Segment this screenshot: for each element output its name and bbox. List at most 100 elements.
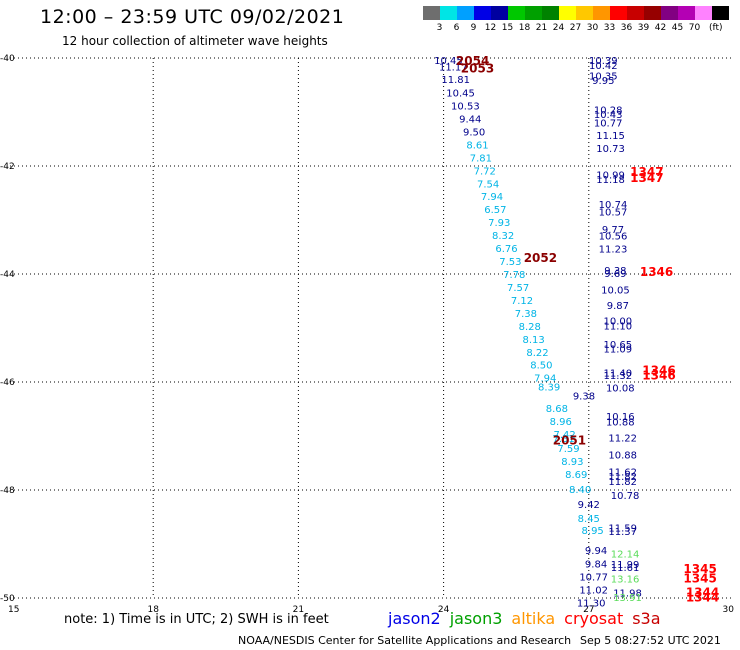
- wave-height-label: 7.57: [507, 283, 529, 294]
- wave-height-label: 9.44: [459, 114, 481, 125]
- colorbar-tick-label: 39: [637, 23, 650, 33]
- wave-height-label: 10.99: [596, 171, 625, 182]
- chart-subtitle: 12 hour collection of altimeter wave hei…: [62, 34, 328, 48]
- pass-id-label: 2053: [461, 61, 494, 75]
- pass-id-label: 1346: [642, 369, 675, 383]
- legend-cryosat: cryosat: [564, 609, 624, 628]
- footer-credit: NOAA/NESDIS Center for Satellite Applica…: [238, 634, 572, 647]
- wave-height-label: 11.22: [608, 434, 637, 445]
- wave-height-label: 7.93: [488, 218, 510, 229]
- wave-height-label: 11.18: [596, 175, 625, 186]
- wave-height-label: 7.78: [503, 270, 525, 281]
- wave-height-label: 11.82: [608, 477, 637, 488]
- data-labels: 10.4511.1711.8110.4510.539.449.5010.3910…: [434, 54, 719, 609]
- colorbar-swatch: [474, 6, 491, 20]
- wave-height-label: 8.61: [466, 140, 488, 151]
- wave-height-label: 9.95: [592, 76, 614, 87]
- colorbar-tick-label: 3: [436, 23, 443, 33]
- note-text: note: 1) Time is in UTC; 2) SWH is in fe…: [64, 612, 329, 627]
- wave-height-label: 8.39: [538, 382, 560, 393]
- wave-height-label: 10.39: [589, 56, 618, 67]
- y-tick-label: -40: [0, 54, 15, 64]
- wave-height-label: 10.78: [611, 491, 640, 502]
- colorbar-swatch: [712, 6, 729, 20]
- wave-height-label: 10.57: [599, 207, 628, 218]
- colorbar-swatch: [678, 6, 695, 20]
- colorbar-swatch: [559, 6, 576, 20]
- wave-height-label: 10.53: [451, 102, 480, 113]
- pass-id-label: 1344: [686, 586, 719, 600]
- wave-height-label: 10.16: [606, 412, 635, 423]
- wave-height-label: 6.57: [484, 205, 506, 216]
- wave-height-label: 8.68: [546, 404, 568, 415]
- colorbar-swatch: [457, 6, 474, 20]
- pass-id-label: 1347: [630, 171, 663, 185]
- wave-height-label: 11.40: [604, 368, 633, 379]
- colorbar-swatch: [440, 6, 457, 20]
- wave-height-label: 7.31: [552, 434, 574, 445]
- wave-height-label: 10.45: [446, 89, 475, 100]
- y-tick-label: -48: [0, 486, 15, 496]
- wave-height-label: 10.05: [601, 286, 630, 297]
- wave-height-label: 11.02: [579, 585, 608, 596]
- wave-height-label: 11.10: [604, 321, 633, 332]
- x-tick-label: 24: [438, 605, 450, 615]
- wave-height-label: 10.74: [599, 200, 628, 211]
- wave-height-label: 11.09: [604, 345, 633, 356]
- pass-id-label: 2054: [456, 54, 489, 68]
- x-tick-label: 21: [293, 605, 304, 615]
- wave-height-label: 10.77: [594, 118, 623, 129]
- wave-height-label: 8.95: [582, 526, 604, 537]
- x-tick-label: 27: [583, 605, 594, 615]
- pass-id-label: 1345: [683, 572, 716, 586]
- wave-height-label: 11.32: [604, 371, 633, 382]
- pass-id-label: 1344: [686, 590, 719, 604]
- wave-height-label: 9.94: [585, 546, 607, 557]
- legend-jason3: jason3: [449, 609, 503, 628]
- x-tick-label: 15: [8, 605, 19, 615]
- wave-height-label: 7.38: [515, 309, 537, 320]
- wave-height-label: 9.77: [602, 225, 624, 236]
- wave-height-label: 10.77: [579, 572, 608, 583]
- footer-timestamp: Sep 5 08:27:52 UTC 2021: [580, 634, 721, 647]
- wave-height-label: 7.54: [477, 179, 499, 190]
- wave-height-label: 7.53: [499, 257, 521, 268]
- y-tick-label: -46: [0, 378, 15, 388]
- legend-jason2: jason2: [388, 609, 441, 628]
- pass-id-label: 1346: [640, 265, 673, 279]
- wave-height-label: 9.84: [585, 559, 607, 570]
- wave-height-label: 11.99: [611, 560, 640, 571]
- wave-height-label: 10.45: [434, 56, 463, 67]
- colorbar-swatch: [542, 6, 559, 20]
- colorbar-swatch: [644, 6, 661, 20]
- wave-height-label: 7.94: [481, 192, 503, 203]
- wave-height-label: 8.93: [561, 457, 583, 468]
- wave-height-label: 8.45: [578, 514, 600, 525]
- colorbar-tick-label: 70: [688, 23, 701, 33]
- colorbar-tick-label: 21: [535, 23, 548, 33]
- wave-height-label: 9.38: [604, 266, 626, 277]
- legend-altika: altika: [511, 609, 556, 628]
- wave-height-label: 11.15: [596, 131, 625, 142]
- wave-height-label: 13.16: [611, 575, 640, 586]
- colorbar-tick-label: 42: [654, 23, 667, 33]
- wave-height-label: 8.69: [565, 470, 587, 481]
- colorbar-swatch: [508, 6, 525, 20]
- wave-height-label: 7.12: [511, 296, 533, 307]
- wave-height-label: 8.28: [519, 322, 541, 333]
- y-tick-label: -50: [0, 594, 15, 604]
- wave-height-label: 11.59: [608, 523, 637, 534]
- colorbar-unit: (ft): [709, 23, 723, 33]
- wave-height-label: 6.76: [495, 244, 517, 255]
- pass-id-label: 2051: [553, 433, 586, 447]
- colorbar-swatch: [593, 6, 610, 20]
- wave-height-label: 10.56: [599, 232, 628, 243]
- wave-height-label: 8.50: [530, 361, 552, 372]
- wave-height-label: 11.17: [439, 63, 468, 74]
- wave-height-label: 10.65: [604, 340, 633, 351]
- wave-height-label: 7.42: [553, 430, 575, 441]
- pass-id-label: 1347: [630, 165, 663, 179]
- wave-height-label: 9.38: [573, 392, 595, 403]
- wave-height-label: 11.82: [608, 472, 637, 483]
